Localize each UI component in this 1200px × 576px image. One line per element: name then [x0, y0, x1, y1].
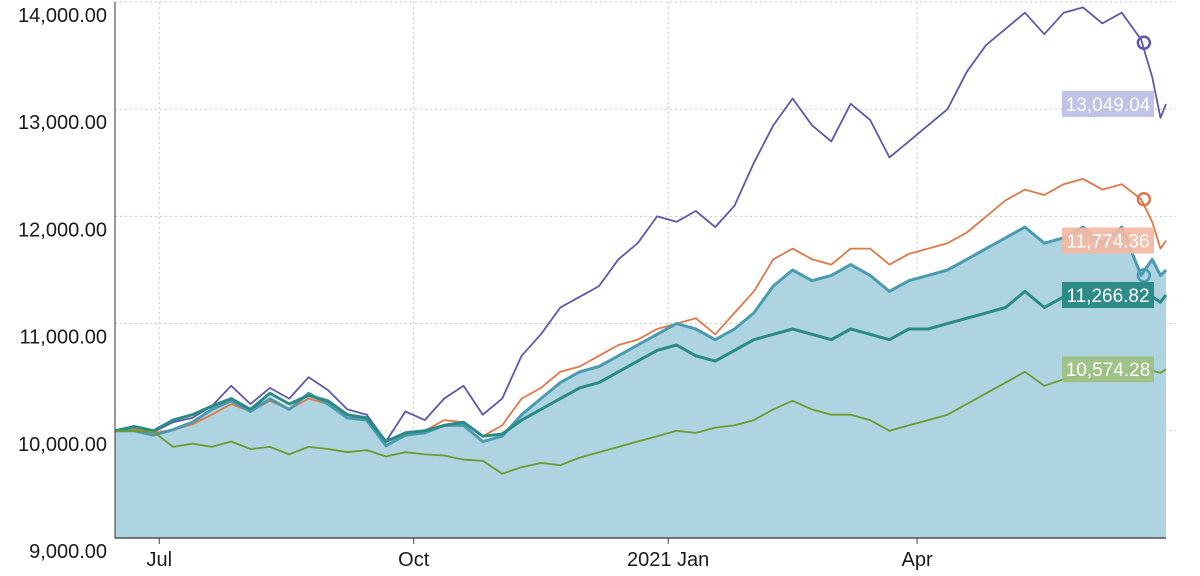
axes: 9,000.00 10,000.00 11,000.00 12,000.00 13,00… [18, 2, 1166, 571]
series-line-4 [115, 368, 1167, 475]
series-line-3 [114, 284, 1168, 443]
series-area-2 [115, 227, 1166, 538]
y-tick-label: 13,000.00 [18, 112, 107, 134]
y-tick-label: 14,000.00 [18, 5, 107, 27]
x-tick-label: Oct [398, 549, 430, 571]
area-fill [115, 227, 1166, 538]
end-label-box-0 [1062, 90, 1154, 117]
y-tick-label: 12,000.00 [18, 219, 107, 241]
end-label-box-4 [1062, 356, 1154, 383]
series-marker-2 [1136, 268, 1152, 283]
series-marker-0 [1136, 35, 1152, 50]
y-tick-label: 9,000.00 [29, 541, 107, 563]
x-tick-label: Apr [902, 549, 933, 571]
end-label-0: 13,049.04 [1066, 95, 1151, 116]
end-label-3: 11,266.82 [1066, 286, 1149, 307]
end-label-box-1 [1062, 227, 1154, 254]
x-tick-label: Jul [146, 549, 172, 571]
y-tick-label: 11,000.00 [20, 327, 108, 349]
end-label-box-3 [1062, 281, 1154, 308]
y-tick-label: 10,000.00 [18, 434, 107, 456]
series-line-0 [114, 6, 1167, 443]
end-label-1: 11,774.36 [1066, 232, 1149, 253]
end-value-labels: 13,049.0411,774.3611,266.8211,266.8210,5… [1062, 90, 1154, 383]
end-label-4: 10,574.28 [1066, 360, 1151, 381]
series-lines [114, 6, 1168, 475]
series-line-2 [115, 225, 1168, 448]
x-tick-label: 2021 Jan [627, 549, 709, 571]
series-marker-1 [1136, 191, 1152, 207]
